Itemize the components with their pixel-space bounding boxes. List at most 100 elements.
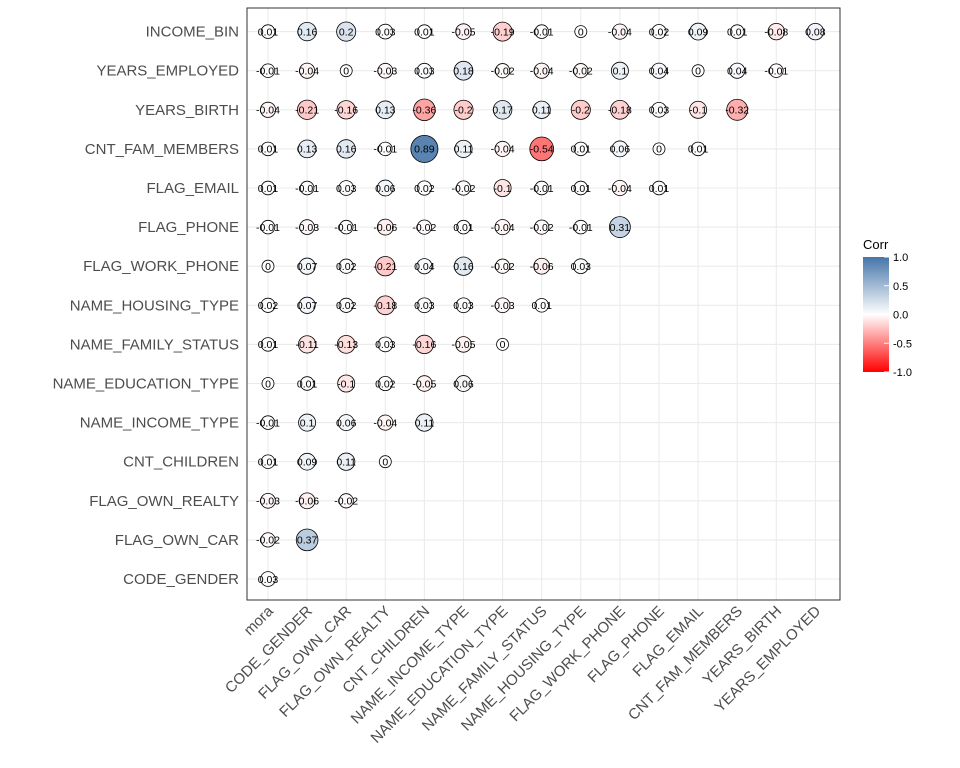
correlation-value-label: 0.16: [336, 144, 357, 156]
y-tick-label: FLAG_OWN_CAR: [115, 532, 239, 549]
legend-tick-label: 0.0: [893, 310, 908, 322]
correlation-value-label: -0.16: [334, 105, 358, 117]
correlation-value-label: 0.01: [297, 378, 318, 390]
legend-tick-label: 1.0: [893, 252, 908, 264]
correlation-circle: [651, 62, 668, 79]
correlation-circle: [260, 337, 276, 352]
correlation-circle: [689, 100, 708, 119]
correlation-value-label: -0.03: [373, 66, 397, 78]
correlation-value-label: -0.16: [412, 339, 436, 351]
correlation-circle: [298, 257, 316, 275]
correlation-value-label: -0.03: [256, 496, 280, 508]
correlation-value-label: -0.02: [452, 183, 476, 195]
correlation-circle: [378, 455, 392, 469]
correlation-value-label: 0.04: [649, 66, 670, 78]
correlation-value-label: 0.02: [258, 300, 279, 312]
correlation-value-label: 0.09: [297, 457, 318, 469]
correlation-value-label: 0: [500, 339, 506, 351]
correlation-circle: [297, 99, 318, 120]
correlation-value-label: -0.05: [452, 339, 476, 351]
correlation-circle: [767, 22, 785, 41]
correlation-circle: [336, 21, 357, 42]
correlation-circle: [338, 180, 354, 196]
correlation-value-label: -0.02: [256, 535, 280, 547]
correlation-circle: [574, 25, 588, 39]
correlation-circle: [494, 219, 511, 236]
correlation-circle: [453, 60, 474, 81]
correlation-circle: [299, 180, 315, 196]
correlation-value-label: 0.08: [805, 26, 826, 38]
y-tick-label: CODE_GENDER: [123, 571, 239, 588]
correlation-value-label: 0.06: [453, 378, 474, 390]
correlation-circles: 0.03 -0.02 0.37 -0.03 -0.06 -0.02 0.01 0.09 0.11…: [256, 21, 826, 587]
correlation-value-label: -0.02: [491, 261, 515, 273]
correlation-value-label: -0.02: [491, 66, 515, 78]
correlation-circle: [299, 62, 316, 79]
correlation-circle: [690, 141, 706, 157]
correlation-circle: [413, 98, 436, 122]
correlation-value-label: 0.02: [375, 378, 396, 390]
correlation-circle: [339, 219, 354, 235]
correlation-circle: [375, 295, 396, 316]
correlation-value-label: -0.01: [373, 144, 397, 156]
correlation-value-label: 0.1: [613, 66, 628, 78]
correlation-value-label: 0.04: [414, 261, 435, 273]
correlation-value-label: 0.03: [375, 26, 396, 38]
correlation-circle: [806, 22, 825, 41]
correlation-value-label: -0.04: [256, 105, 280, 117]
correlation-circle: [455, 297, 472, 314]
correlation-circle: [493, 179, 512, 197]
correlation-value-label: 0.03: [453, 300, 474, 312]
correlation-circle: [260, 141, 276, 157]
correlation-value-label: 0.01: [258, 26, 279, 38]
correlation-circle: [337, 374, 356, 393]
y-tick-label: NAME_FAMILY_STATUS: [70, 336, 239, 353]
correlation-circle: [376, 218, 394, 236]
correlation-circle: [260, 180, 276, 196]
correlation-circle: [336, 100, 356, 120]
correlation-circle: [299, 376, 315, 391]
correlation-circle: [338, 258, 354, 274]
correlation-value-label: 0.03: [414, 66, 435, 78]
correlation-value-label: -0.01: [530, 183, 554, 195]
correlation-circle: [378, 141, 393, 157]
correlation-circle: [260, 297, 276, 313]
correlation-circle: [529, 136, 554, 162]
correlation-value-label: -0.21: [373, 261, 397, 273]
correlation-value-label: 0.18: [453, 66, 474, 78]
correlation-value-label: -0.01: [256, 417, 280, 429]
y-tick-label: CNT_CHILDREN: [123, 454, 239, 471]
correlation-circle: [297, 22, 317, 42]
correlation-circle: [455, 336, 472, 353]
correlation-circle: [260, 532, 276, 548]
correlation-value-label: -0.1: [689, 105, 707, 117]
correlation-circle: [338, 297, 354, 313]
correlation-value-label: -0.04: [608, 26, 632, 38]
y-tick-label: NAME_EDUCATION_TYPE: [53, 376, 239, 393]
correlation-circle: [454, 139, 473, 158]
correlation-circle: [573, 141, 589, 157]
correlation-circle: [377, 336, 394, 353]
correlation-circle: [298, 413, 317, 432]
correlation-value-label: 0.07: [297, 261, 318, 273]
correlation-circle: [414, 334, 434, 354]
correlation-value-label: -0.18: [608, 105, 632, 117]
correlation-value-label: 0.01: [571, 144, 592, 156]
correlation-circle: [573, 219, 589, 235]
correlation-circle: [534, 24, 549, 39]
correlation-circle: [298, 452, 316, 471]
correlation-value-label: -0.04: [608, 183, 632, 195]
correlation-circle: [573, 180, 589, 196]
correlation-circle: [496, 337, 510, 351]
correlation-value-label: -0.1: [337, 378, 355, 390]
correlation-circle: [453, 256, 474, 276]
legend-tick-label: -1.0: [893, 367, 912, 379]
correlation-value-label: 0.31: [610, 222, 631, 234]
correlation-value-label: 0.1: [300, 417, 315, 429]
correlation-value-label: 0.01: [727, 26, 748, 38]
correlation-value-label: -0.54: [530, 144, 554, 156]
correlation-value-label: -0.04: [373, 417, 397, 429]
correlation-value-label: 0.01: [258, 457, 279, 469]
correlation-value-label: -0.06: [373, 222, 397, 234]
correlation-value-label: 0.13: [375, 105, 396, 117]
